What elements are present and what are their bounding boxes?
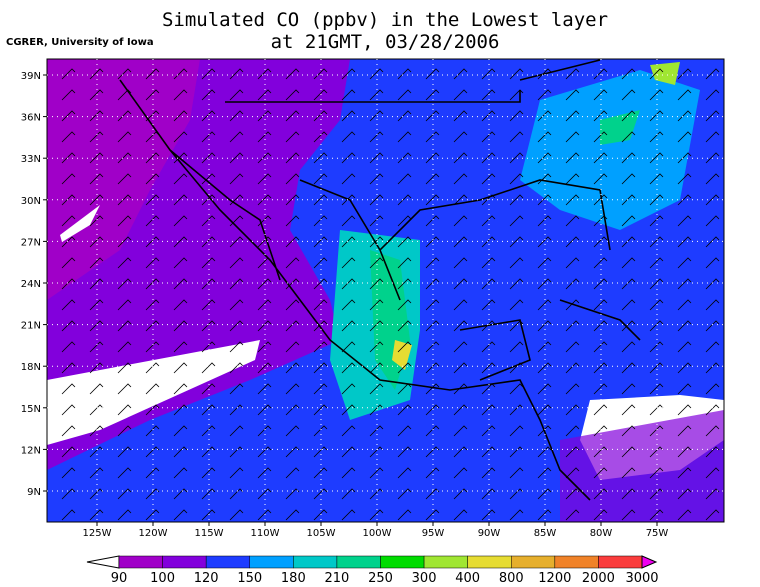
lon-label: 75W — [646, 528, 669, 539]
colorbar-bin — [467, 555, 512, 569]
colorbar-label: 120 — [194, 571, 219, 586]
lon-label: 85W — [534, 528, 557, 539]
wind-barbs — [47, 59, 724, 522]
colorbar-label: 800 — [499, 571, 524, 586]
colorbar-label: 100 — [150, 571, 175, 586]
colorbar-label: 1200 — [538, 571, 571, 586]
lon-label: 105W — [307, 528, 336, 539]
lon-label: 80W — [590, 528, 613, 539]
coastlines — [119, 59, 641, 501]
colorbar-bin — [554, 555, 599, 569]
subtitle: at 21GMT, 03/28/2006 — [271, 31, 500, 53]
colorbar-bin — [511, 555, 556, 569]
lon-label: 120W — [139, 528, 168, 539]
lon-label: 100W — [363, 528, 392, 539]
colorbar-bin — [205, 555, 251, 569]
lat-label: 21N — [21, 321, 41, 332]
lat-label: 24N — [21, 279, 41, 290]
lon-label: 110W — [251, 528, 280, 539]
colorbar-bin — [336, 555, 381, 569]
colorbar-above — [641, 555, 658, 569]
lat-label: 33N — [21, 154, 41, 165]
lon-label: 90W — [478, 528, 501, 539]
lat-label: 18N — [21, 362, 41, 373]
colorbar-bin — [293, 555, 338, 569]
colorbar-bin — [249, 555, 294, 569]
colorbar: 90 100 120 150 180 210 250 300 400 800 1200 2000 300… — [86, 555, 659, 586]
graticule: 39N 36N 33N 30N 27N 24N 21N 18N 15N 12N 9N 125W 120W… — [21, 59, 724, 539]
lon-label: 125W — [83, 528, 112, 539]
colorbar-bin — [598, 555, 643, 569]
lat-label: 12N — [21, 445, 41, 456]
colorbar-label: 150 — [237, 571, 262, 586]
lat-label: 39N — [21, 71, 41, 82]
colorbar-label: 2000 — [582, 571, 615, 586]
credit: CGRER, University of Iowa — [6, 37, 154, 48]
colorbar-bin — [118, 555, 163, 569]
colorbar-label: 3000 — [625, 571, 658, 586]
lon-label: 115W — [195, 528, 224, 539]
colorbar-label: 250 — [368, 571, 393, 586]
colorbar-bin — [380, 555, 425, 569]
colorbar-label: 400 — [455, 571, 480, 586]
lat-label: 27N — [21, 237, 41, 248]
colorbar-bin — [423, 555, 468, 569]
colorbar-label: 90 — [111, 571, 128, 586]
lat-label: 36N — [21, 113, 41, 124]
colorbar-label: 180 — [281, 571, 306, 586]
lat-label: 9N — [27, 487, 41, 498]
colorbar-label: 210 — [325, 571, 350, 586]
map-field — [47, 59, 724, 522]
lat-label: 15N — [21, 404, 41, 415]
colorbar-label: 300 — [412, 571, 437, 586]
colorbar-below — [86, 555, 120, 569]
lon-label: 95W — [422, 528, 445, 539]
colorbar-bin — [162, 555, 207, 569]
map-frame — [46, 58, 725, 523]
title: Simulated CO (ppbv) in the Lowest layer — [162, 9, 608, 31]
lat-label: 30N — [21, 196, 41, 207]
